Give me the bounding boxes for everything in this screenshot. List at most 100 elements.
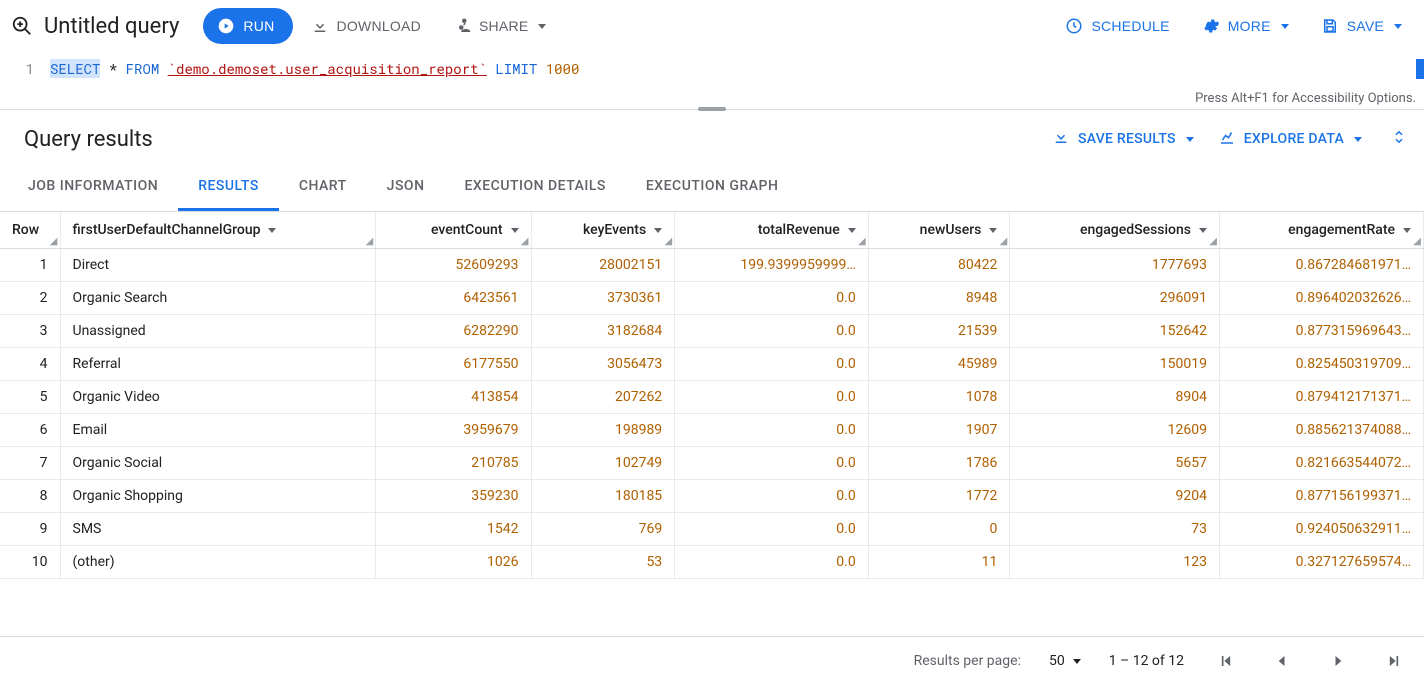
tab-execution-details[interactable]: EXECUTION DETAILS — [445, 164, 626, 211]
resize-handle-icon[interactable]: ◢ — [521, 238, 529, 246]
resize-handle[interactable] — [698, 107, 726, 111]
table-row[interactable]: 6Email39596791989890.01907126090.8856213… — [0, 414, 1424, 447]
download-label: DOWNLOAD — [337, 18, 421, 34]
cell-newusers: 8948 — [868, 282, 1010, 315]
chevron-down-icon[interactable] — [511, 228, 519, 233]
resize-handle-icon[interactable]: ◢ — [1000, 238, 1008, 246]
chevron-down-icon[interactable] — [848, 228, 856, 233]
col-engagedsessions[interactable]: engagedSessions◢ — [1010, 212, 1220, 249]
inspect-icon[interactable] — [4, 8, 40, 44]
tab-json[interactable]: JSON — [367, 164, 445, 211]
more-button[interactable]: MORE — [1188, 8, 1303, 44]
table-row[interactable]: 2Organic Search642356137303610.089482960… — [0, 282, 1424, 315]
explore-data-button[interactable]: EXPLORE DATA — [1218, 128, 1362, 150]
col-row[interactable]: Row◢ — [0, 212, 60, 249]
cell-engagedsessions: 73 — [1010, 513, 1220, 546]
cell-eventcount: 1542 — [376, 513, 531, 546]
cell-eventcount: 6282290 — [376, 315, 531, 348]
cell-totalrevenue: 0.0 — [675, 315, 869, 348]
per-page-select[interactable]: 50 — [1049, 653, 1081, 669]
line-number: 1 — [0, 59, 50, 79]
col-eventcount[interactable]: eventCount◢ — [376, 212, 531, 249]
chevron-down-icon[interactable] — [1199, 228, 1207, 233]
cell-keyevents: 198989 — [531, 414, 675, 447]
next-page-button[interactable] — [1324, 647, 1352, 675]
col-engagementrate[interactable]: engagementRate◢ — [1220, 212, 1424, 249]
table-row[interactable]: 5Organic Video4138542072620.0107889040.8… — [0, 381, 1424, 414]
schedule-button[interactable]: SCHEDULE — [1051, 8, 1183, 44]
table-row[interactable]: 1Direct5260929328002151199.9399959999…80… — [0, 249, 1424, 282]
cell-engagedsessions: 12609 — [1010, 414, 1220, 447]
cell-channel: Direct — [60, 249, 376, 282]
col-keyevents[interactable]: keyEvents◢ — [531, 212, 675, 249]
query-title[interactable]: Untitled query — [44, 14, 179, 39]
resize-handle-icon[interactable]: ◢ — [858, 238, 866, 246]
cell-newusers: 1907 — [868, 414, 1010, 447]
table-row[interactable]: 3Unassigned628229031826840.0215391526420… — [0, 315, 1424, 348]
tab-job-information[interactable]: JOB INFORMATION — [8, 164, 178, 211]
cell-keyevents: 769 — [531, 513, 675, 546]
save-button[interactable]: SAVE — [1307, 8, 1416, 44]
chevron-down-icon — [1394, 24, 1402, 29]
results-table: Row◢ firstUserDefaultChannelGroup◢ event… — [0, 212, 1424, 579]
tab-chart[interactable]: CHART — [279, 164, 367, 211]
gear-icon — [1202, 17, 1220, 35]
tab-results[interactable]: RESULTS — [178, 164, 279, 211]
cell-keyevents: 3730361 — [531, 282, 675, 315]
share-icon — [453, 17, 471, 35]
col-totalrevenue[interactable]: totalRevenue◢ — [675, 212, 869, 249]
resize-handle-icon[interactable]: ◢ — [664, 238, 672, 246]
cell-eventcount: 413854 — [376, 381, 531, 414]
chevron-down-icon — [1354, 137, 1362, 142]
last-page-button[interactable] — [1380, 647, 1408, 675]
resize-handle-icon[interactable]: ◢ — [1209, 238, 1217, 246]
chevron-down-icon[interactable] — [654, 228, 662, 233]
sql-code[interactable]: SELECT * FROM `demo.demoset.user_acquisi… — [50, 59, 1424, 79]
chevron-down-icon — [1281, 24, 1289, 29]
cell-totalrevenue: 0.0 — [675, 348, 869, 381]
cell-newusers: 21539 — [868, 315, 1010, 348]
schedule-label: SCHEDULE — [1091, 18, 1169, 34]
cell-engagedsessions: 123 — [1010, 546, 1220, 579]
results-header: Query results SAVE RESULTS EXPLORE DATA — [0, 110, 1424, 164]
prev-page-button[interactable] — [1268, 647, 1296, 675]
cell-newusers: 1078 — [868, 381, 1010, 414]
share-label: SHARE — [479, 18, 528, 34]
col-channel[interactable]: firstUserDefaultChannelGroup◢ — [60, 212, 376, 249]
cell-channel: SMS — [60, 513, 376, 546]
run-button[interactable]: RUN — [203, 8, 292, 44]
tab-execution-graph[interactable]: EXECUTION GRAPH — [626, 164, 799, 211]
save-results-label: SAVE RESULTS — [1078, 131, 1176, 147]
download-button[interactable]: DOWNLOAD — [297, 8, 435, 44]
resize-handle-icon[interactable]: ◢ — [366, 238, 374, 246]
table-row[interactable]: 8Organic Shopping3592301801850.017729204… — [0, 480, 1424, 513]
cell-totalrevenue: 0.0 — [675, 513, 869, 546]
resize-handle-icon[interactable]: ◢ — [1413, 238, 1421, 246]
expand-collapse-button[interactable] — [1386, 124, 1412, 154]
cell-newusers: 45989 — [868, 348, 1010, 381]
cell-eventcount: 52609293 — [376, 249, 531, 282]
cell-channel: Email — [60, 414, 376, 447]
save-results-button[interactable]: SAVE RESULTS — [1052, 128, 1194, 150]
chevron-down-icon[interactable] — [1403, 228, 1411, 233]
sql-editor[interactable]: 1 SELECT * FROM `demo.demoset.user_acqui… — [0, 53, 1424, 110]
results-tabs: JOB INFORMATION RESULTS CHART JSON EXECU… — [0, 164, 1424, 212]
chart-icon — [1218, 128, 1236, 150]
cell-totalrevenue: 0.0 — [675, 546, 869, 579]
chevron-down-icon[interactable] — [268, 228, 276, 233]
chevron-down-icon[interactable] — [989, 228, 997, 233]
cell-totalrevenue: 199.9399959999… — [675, 249, 869, 282]
first-page-button[interactable] — [1212, 647, 1240, 675]
share-button[interactable]: SHARE — [439, 8, 560, 44]
table-row[interactable]: 7Organic Social2107851027490.0178656570.… — [0, 447, 1424, 480]
table-row[interactable]: 9SMS15427690.00730.924050632911… — [0, 513, 1424, 546]
resize-handle-icon[interactable]: ◢ — [50, 238, 58, 246]
col-newusers[interactable]: newUsers◢ — [868, 212, 1010, 249]
download-icon — [1052, 128, 1070, 150]
cell-eventcount: 359230 — [376, 480, 531, 513]
table-row[interactable]: 10(other)1026530.0111230.327127659574… — [0, 546, 1424, 579]
cell-totalrevenue: 0.0 — [675, 480, 869, 513]
table-row[interactable]: 4Referral617755030564730.0459891500190.8… — [0, 348, 1424, 381]
results-grid-wrap[interactable]: Row◢ firstUserDefaultChannelGroup◢ event… — [0, 212, 1424, 612]
cell-engagedsessions: 296091 — [1010, 282, 1220, 315]
